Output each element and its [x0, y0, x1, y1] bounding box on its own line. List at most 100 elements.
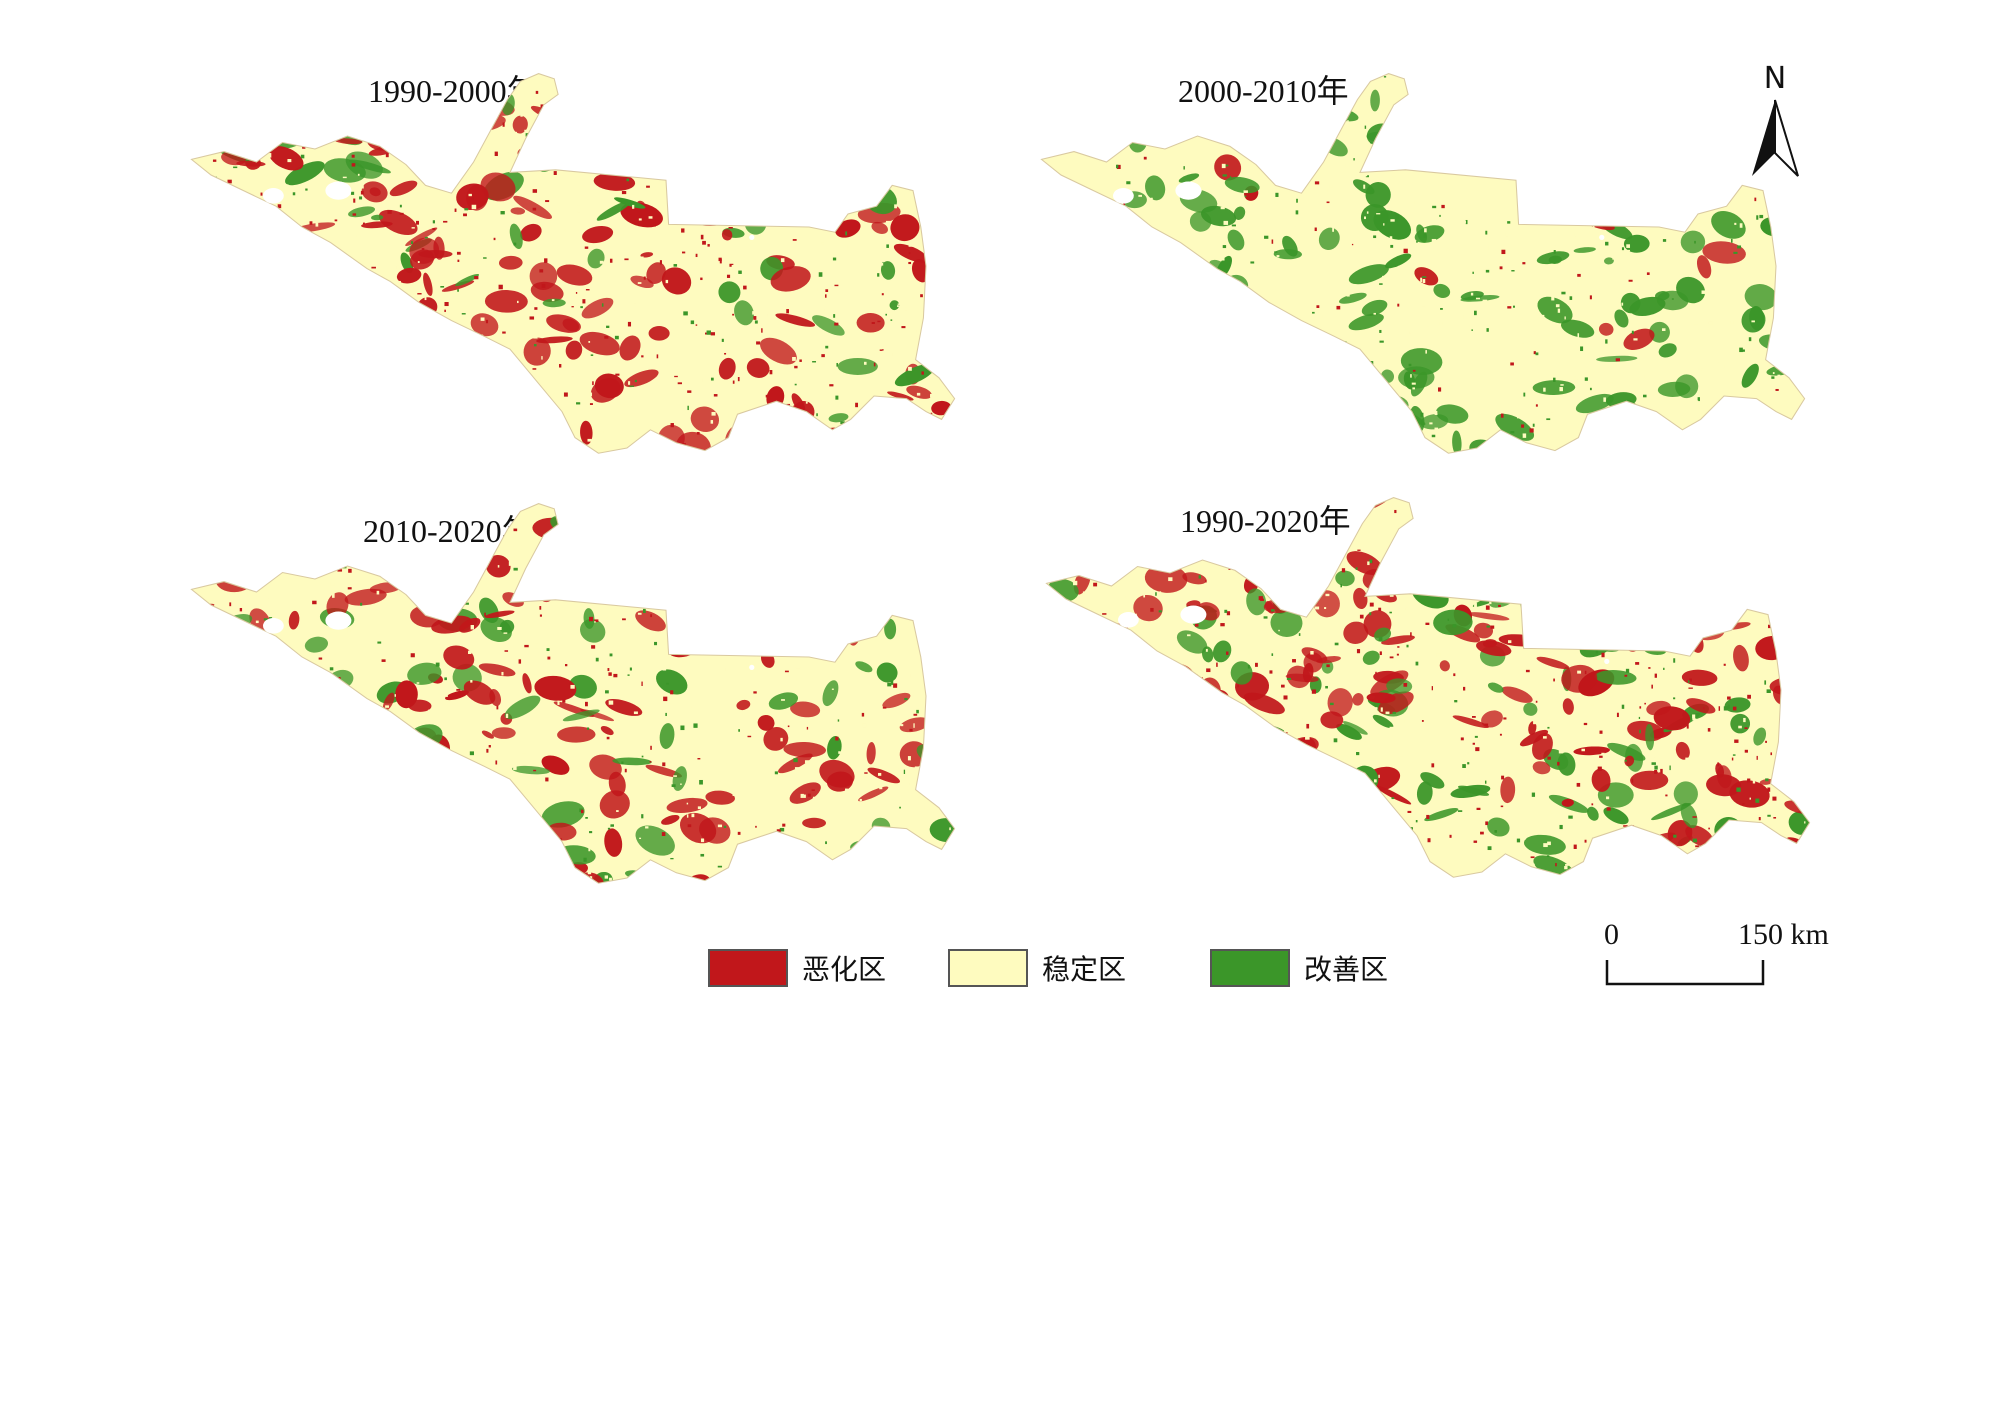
deteriorated-patch [705, 790, 736, 805]
stable-speckle [1065, 183, 1067, 188]
improved-patch [672, 766, 687, 791]
improved-patch [505, 827, 541, 845]
stable-speckle [1420, 277, 1423, 283]
stable-speckle [1082, 499, 1085, 505]
improved-patch [1658, 343, 1677, 358]
improved-speckle [1415, 661, 1419, 666]
stable-speckle [1384, 154, 1389, 158]
stable-speckle [1124, 595, 1126, 599]
stable-speckle [1119, 755, 1122, 760]
improved-speckle [614, 335, 619, 340]
improved-patch [262, 814, 276, 838]
deteriorated-speckle [247, 150, 250, 155]
deteriorated-patch [480, 172, 516, 202]
stable-speckle [1612, 347, 1615, 352]
stable-speckle [1084, 310, 1089, 313]
stable-speckle [1088, 864, 1091, 867]
improved-speckle [306, 852, 311, 856]
deteriorated-patch [1546, 516, 1561, 527]
deteriorated-speckle [1521, 424, 1525, 428]
stable-speckle [1411, 200, 1415, 205]
improved-speckle [1431, 434, 1436, 438]
stable-speckle [1329, 854, 1334, 857]
deteriorated-speckle [381, 418, 385, 421]
improved-speckle [937, 630, 940, 633]
improved-speckle [671, 784, 676, 787]
improved-speckle [1080, 809, 1083, 812]
deteriorated-speckle [1190, 842, 1193, 847]
improved-speckle [1284, 755, 1288, 759]
deteriorated-speckle [1376, 417, 1379, 420]
deteriorated-patch [510, 207, 526, 215]
improved-patch [427, 332, 453, 341]
deteriorated-patch [928, 433, 955, 454]
deteriorated-speckle [456, 251, 461, 255]
improved-speckle [879, 210, 882, 212]
stable-speckle [1074, 750, 1079, 752]
deteriorated-speckle [1791, 839, 1795, 842]
deteriorated-speckle [494, 151, 498, 157]
stable-speckle [1603, 397, 1606, 402]
deteriorated-patch [1186, 867, 1225, 875]
stable-speckle [902, 193, 905, 198]
stable-speckle [1704, 172, 1710, 177]
improved-speckle [214, 568, 219, 573]
stable-speckle [1333, 278, 1336, 283]
deteriorated-speckle [641, 681, 643, 686]
improved-speckle [922, 376, 924, 379]
deteriorated-speckle [1367, 867, 1371, 872]
improved-speckle [1310, 95, 1312, 98]
improved-patch [1386, 678, 1413, 694]
stable-speckle [897, 305, 899, 307]
stable-speckle [1696, 400, 1699, 402]
stable-speckle [1324, 849, 1328, 855]
improved-speckle [1068, 433, 1071, 438]
deteriorated-speckle [1535, 700, 1538, 703]
stable-speckle [570, 684, 575, 689]
deteriorated-patch [1166, 686, 1210, 695]
stable-speckle [501, 671, 504, 676]
deteriorated-patch [1245, 73, 1267, 84]
deteriorated-patch [215, 660, 242, 684]
stable-speckle [1726, 433, 1730, 438]
improved-speckle [875, 509, 880, 513]
deteriorated-speckle [586, 523, 589, 528]
stable-speckle [602, 169, 606, 173]
deteriorated-speckle [799, 359, 802, 362]
deteriorated-patch [261, 443, 292, 454]
improved-speckle [1613, 624, 1616, 629]
improved-speckle [1677, 605, 1682, 610]
deteriorated-speckle [802, 877, 804, 882]
deteriorated-patch [1260, 848, 1297, 869]
improved-speckle [1454, 75, 1459, 80]
stable-speckle [445, 694, 448, 697]
deteriorated-speckle [1173, 331, 1178, 334]
stable-speckle [1389, 726, 1394, 731]
stable-speckle [660, 717, 665, 721]
stable-speckle [921, 360, 925, 362]
deteriorated-speckle [532, 368, 537, 370]
legend-swatch-improved [1210, 949, 1290, 987]
stable-speckle [449, 323, 453, 326]
deteriorated-speckle [414, 573, 419, 578]
deteriorated-speckle [273, 434, 276, 439]
stable-speckle [914, 124, 918, 127]
improved-patch [837, 358, 878, 375]
improved-speckle [1055, 843, 1059, 847]
improved-speckle [1224, 609, 1228, 613]
stable-speckle [1223, 220, 1229, 225]
deteriorated-patch [318, 102, 353, 132]
deteriorated-speckle [1807, 214, 1809, 218]
deteriorated-patch [882, 692, 911, 709]
stable-speckle [508, 561, 514, 566]
improved-speckle [1764, 580, 1768, 583]
improved-speckle [1106, 865, 1112, 868]
deteriorated-speckle [681, 228, 685, 233]
stable-speckle [1626, 244, 1631, 248]
stable-speckle [287, 159, 292, 163]
deteriorated-patch [377, 82, 396, 100]
stable-speckle [862, 723, 867, 728]
improved-speckle [210, 193, 214, 199]
deteriorated-patch [1630, 770, 1669, 790]
stable-speckle [1612, 255, 1614, 260]
